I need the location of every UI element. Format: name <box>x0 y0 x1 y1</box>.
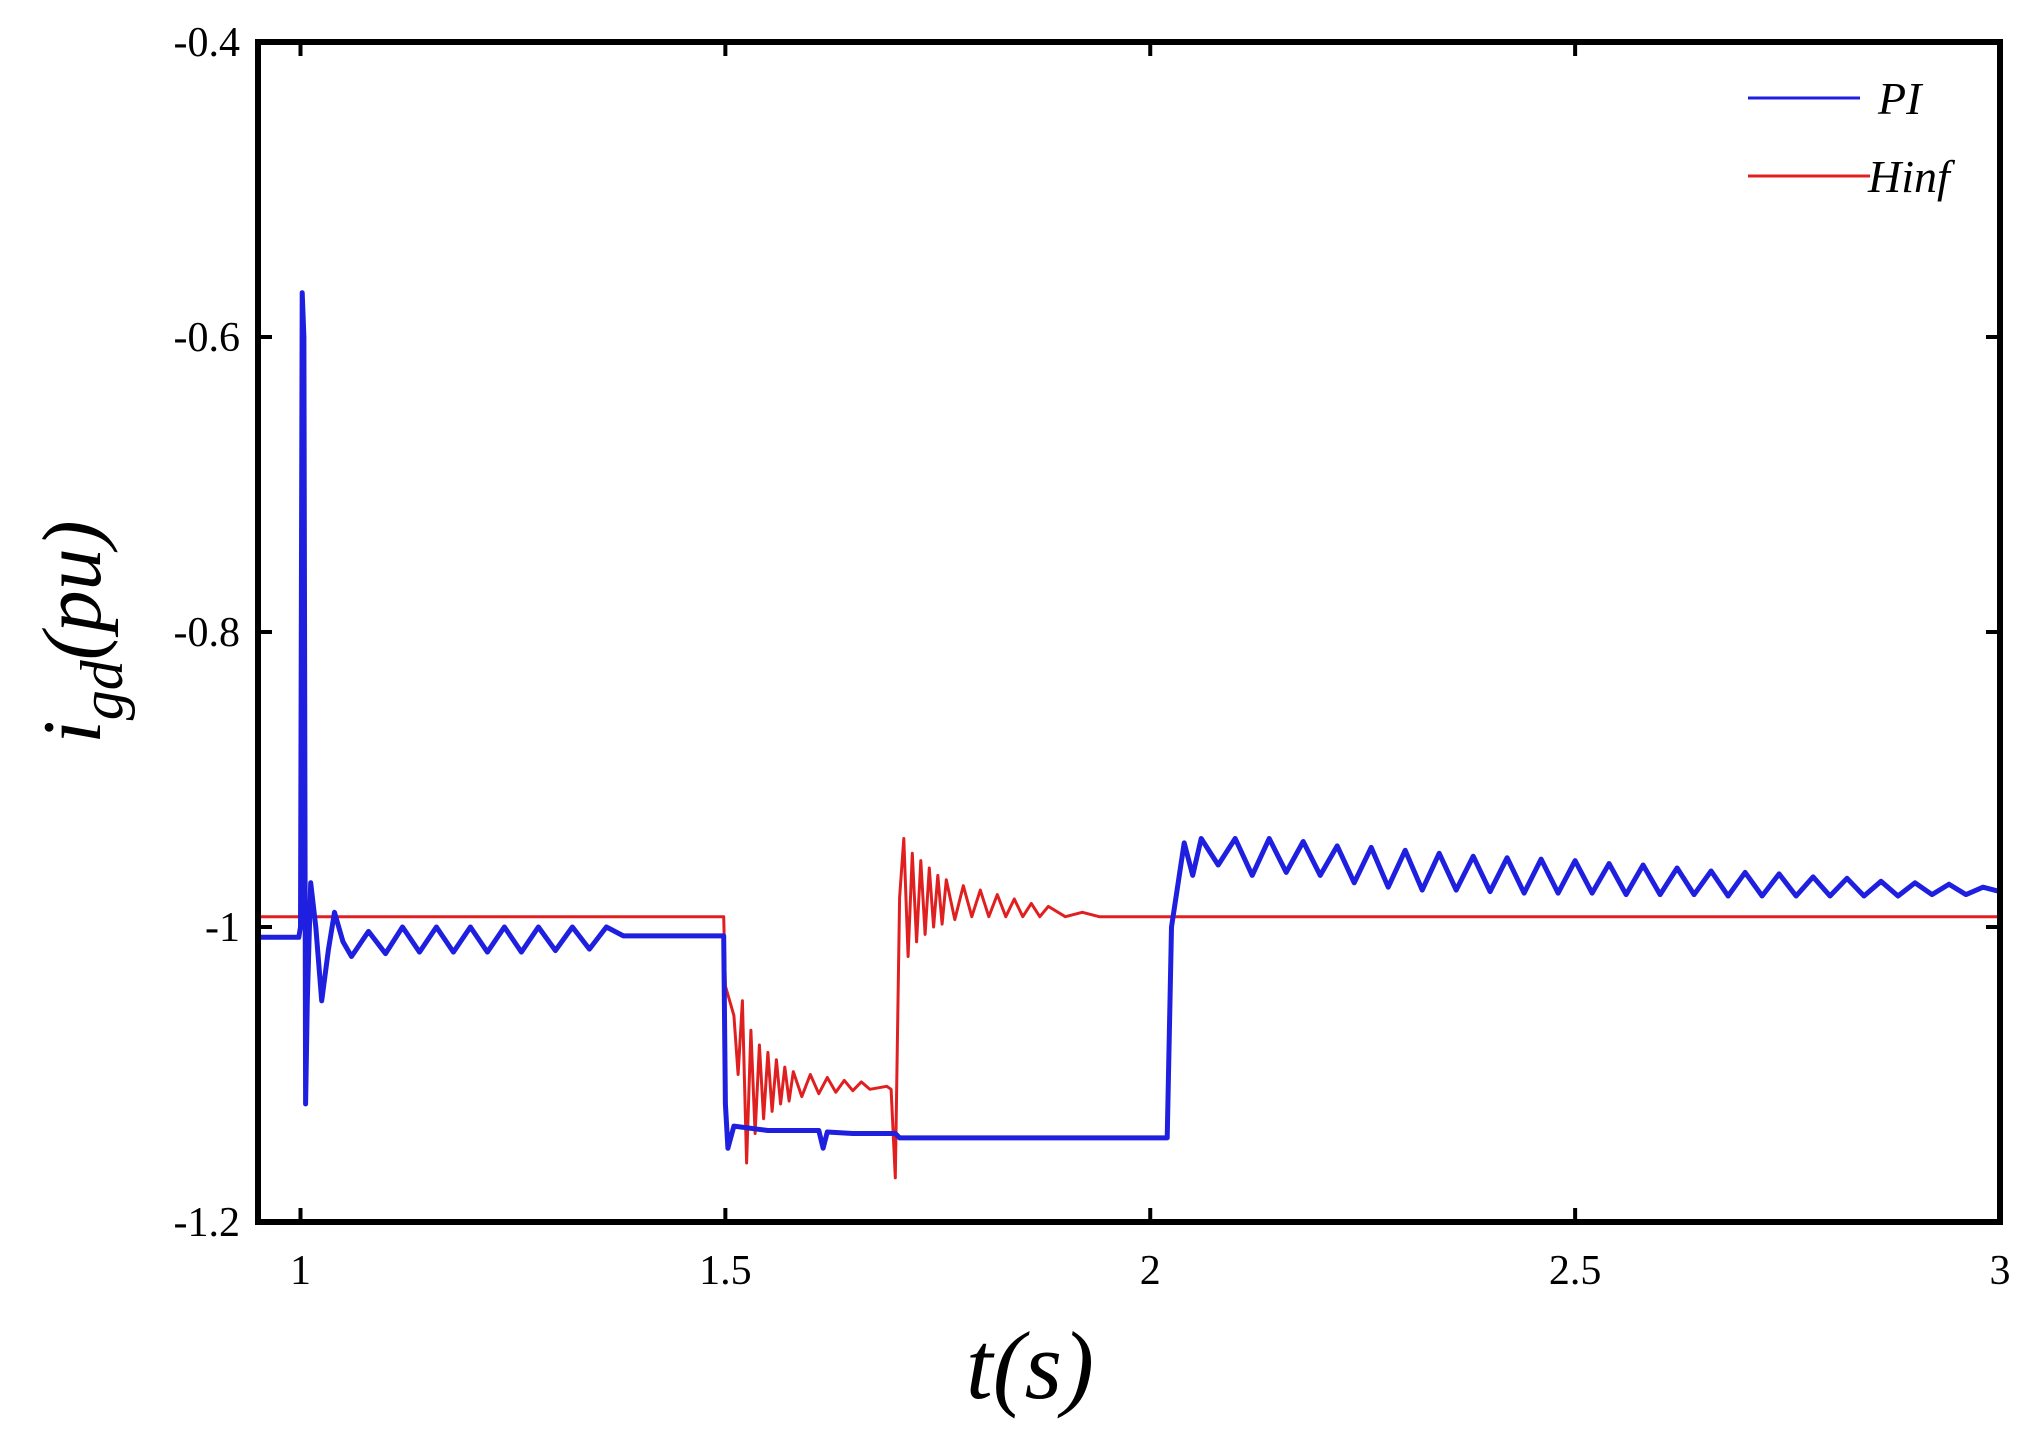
x-axis-label: t(s) <box>966 1312 1094 1419</box>
series-line-pi <box>258 290 2000 1151</box>
y-tick-label: -0.8 <box>174 610 241 656</box>
x-tick-label: 3 <box>1990 1248 2011 1294</box>
y-tick-label: -0.4 <box>174 20 241 66</box>
y-tick-label: -1 <box>205 905 240 951</box>
tick-labels-layer: 1 1.5 2 2.5 3 -0.4 -0.6 -0.8 -1 -1.2 <box>174 20 2011 1294</box>
legend-label-hinf: Hinf <box>1867 151 1956 202</box>
y-tick-label: -1.2 <box>174 1200 241 1246</box>
plot-frame <box>255 39 2003 1225</box>
x-tick-label: 2 <box>1140 1248 1161 1294</box>
series-layer <box>258 290 2000 1180</box>
y-axis-label-subscript: gd <box>69 659 135 720</box>
y-tick-label: -0.6 <box>174 315 241 361</box>
x-tick-label: 2.5 <box>1549 1248 1602 1294</box>
x-tick-label: 1 <box>290 1248 311 1294</box>
series-line-hinf <box>258 837 2000 1180</box>
y-axis-label: igd(pu) <box>26 520 135 743</box>
x-tick-label: 1.5 <box>699 1248 752 1294</box>
ticks-layer <box>258 40 2002 1224</box>
y-axis-label-tail: (pu) <box>26 520 119 660</box>
legend: PI Hinf <box>1748 73 1956 202</box>
y-axis-label-main: i <box>26 720 119 743</box>
legend-label-pi: PI <box>1877 73 1924 124</box>
